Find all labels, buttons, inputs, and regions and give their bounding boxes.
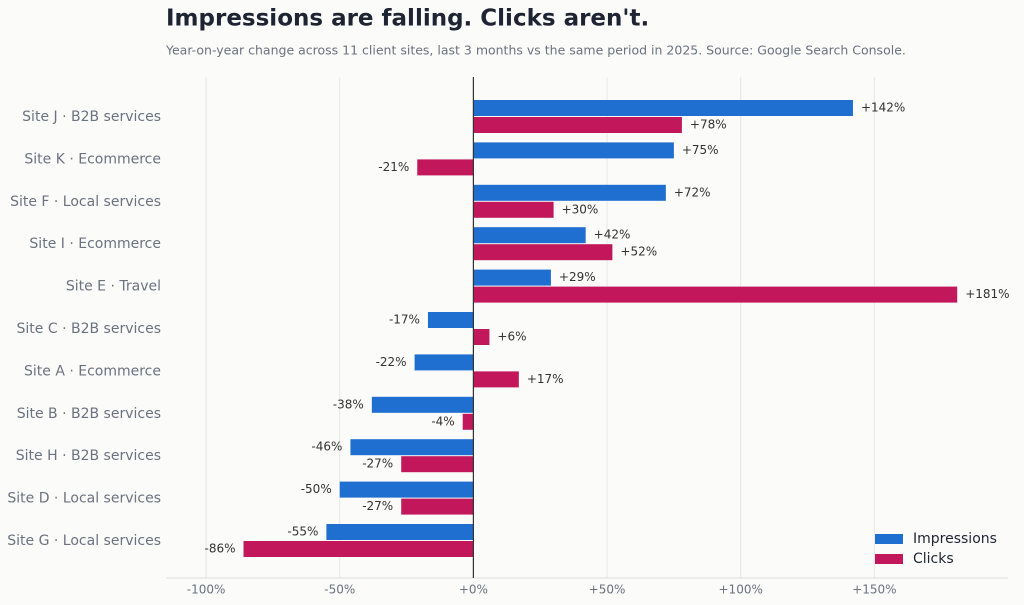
value-label: +181% <box>965 287 1009 301</box>
value-label: +142% <box>861 101 905 115</box>
bar <box>473 142 674 159</box>
y-tick-label: Site A · Ecommerce <box>24 363 161 379</box>
legend-label: Clicks <box>913 551 954 567</box>
value-label: -38% <box>333 397 364 411</box>
value-label: +78% <box>690 118 727 132</box>
chart-title: Impressions are falling. Clicks aren't. <box>166 6 649 32</box>
value-label: +42% <box>594 228 631 242</box>
legend-label: Impressions <box>913 531 997 547</box>
value-label: +72% <box>674 185 711 199</box>
bar <box>462 413 474 430</box>
legend-swatch <box>875 554 903 564</box>
bar <box>473 201 554 218</box>
value-label: +30% <box>562 202 599 216</box>
bar <box>473 227 586 244</box>
y-tick-label: Site C · B2B services <box>17 321 161 337</box>
y-tick-label: Site K · Ecommerce <box>24 151 161 167</box>
x-tick-label: +0% <box>459 583 488 597</box>
y-tick-label: Site E · Travel <box>66 279 161 295</box>
value-label: -46% <box>311 440 342 454</box>
x-tick-label: +100% <box>719 583 763 597</box>
bar <box>473 329 490 345</box>
value-label: +17% <box>527 372 564 386</box>
y-tick-label: Site D · Local services <box>7 491 161 507</box>
bar <box>401 498 474 515</box>
bar <box>473 100 853 116</box>
bar <box>473 269 551 286</box>
y-tick-label: Site H · B2B services <box>16 448 161 464</box>
chart-subtitle: Year-on-year change across 11 client sit… <box>165 43 906 58</box>
value-label: -4% <box>431 414 454 428</box>
bar <box>473 184 666 201</box>
bar <box>417 159 474 176</box>
y-tick-label: Site G · Local services <box>7 533 161 549</box>
bar <box>326 524 474 540</box>
bar <box>473 244 613 261</box>
value-label: -22% <box>376 355 407 369</box>
x-tick-label: +150% <box>852 583 896 597</box>
value-label: -55% <box>287 525 318 539</box>
value-label: -27% <box>362 457 393 471</box>
y-tick-label: Site B · B2B services <box>17 406 161 422</box>
y-tick-label: Site J · B2B services <box>22 109 161 125</box>
bar <box>427 312 474 328</box>
y-tick-label: Site F · Local services <box>10 194 161 210</box>
bar <box>473 117 682 133</box>
value-label: +75% <box>682 143 719 157</box>
legend-swatch <box>875 534 903 544</box>
bar <box>473 286 958 303</box>
bar <box>401 456 474 473</box>
bar <box>473 371 519 388</box>
value-label: -27% <box>362 499 393 513</box>
value-label: +6% <box>497 330 526 344</box>
bar <box>339 481 474 498</box>
bar <box>371 396 474 413</box>
y-tick-label: Site I · Ecommerce <box>29 236 161 252</box>
x-tick-label: +50% <box>589 583 626 597</box>
value-label: +29% <box>559 270 596 284</box>
x-tick-label: -100% <box>187 583 226 597</box>
bar <box>350 439 474 456</box>
value-label: -21% <box>378 160 409 174</box>
bar <box>243 541 474 557</box>
x-tick-label: -50% <box>324 583 355 597</box>
value-label: +52% <box>620 245 657 259</box>
value-label: -86% <box>205 542 236 556</box>
value-label: -17% <box>389 313 420 327</box>
bar <box>414 354 474 371</box>
value-label: -50% <box>301 482 332 496</box>
